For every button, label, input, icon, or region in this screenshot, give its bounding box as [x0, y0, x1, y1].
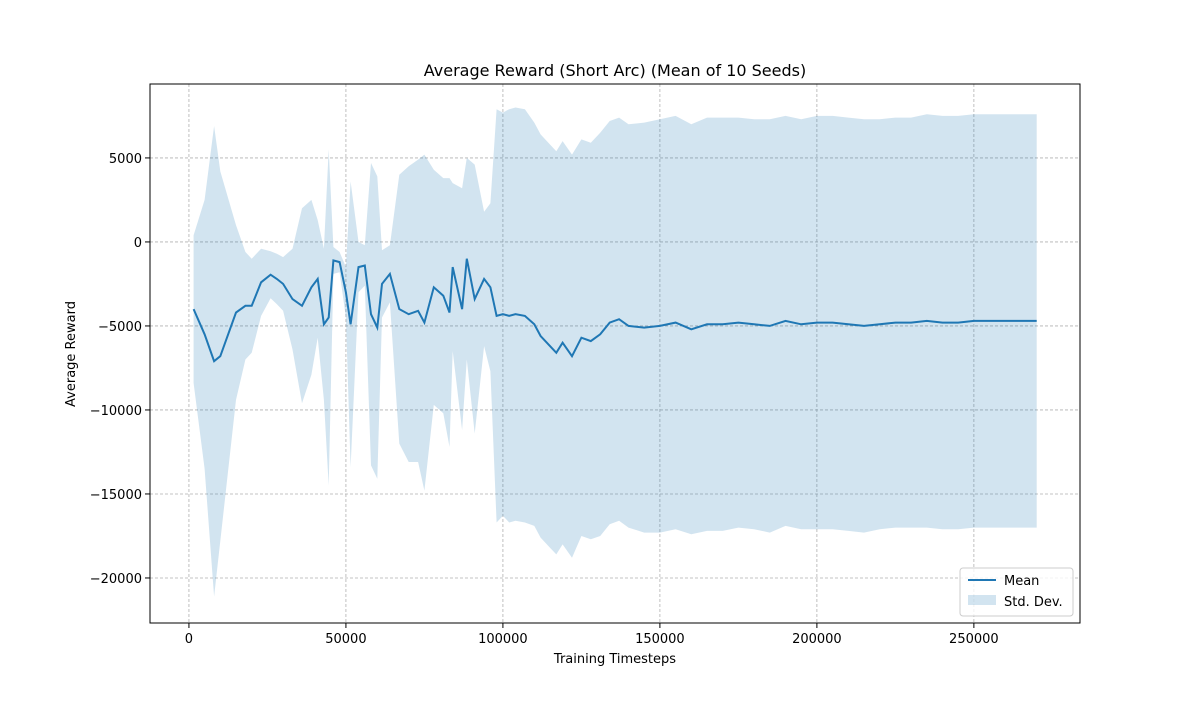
y-tick-label: 5000: [109, 152, 142, 167]
y-axis-label: Average Reward: [64, 301, 79, 407]
x-tick-label: 250000: [949, 632, 999, 647]
plot-frame: [149, 83, 1081, 624]
y-tick-label: −5000: [98, 320, 142, 335]
y-tick-label: 0: [134, 236, 142, 251]
x-tick-label: 0: [185, 632, 193, 647]
y-tick-label: −15000: [90, 488, 142, 503]
y-tick-label: −10000: [90, 404, 142, 419]
legend: Mean Std. Dev.: [959, 567, 1074, 617]
legend-label: Std. Dev.: [1004, 595, 1063, 610]
x-tick-label: 200000: [792, 632, 842, 647]
x-axis-label: Training Timesteps: [553, 652, 676, 667]
legend-label: Mean: [1004, 574, 1039, 589]
std-band: [193, 107, 1037, 597]
x-tick-label: 100000: [478, 632, 528, 647]
x-tick-label: 50000: [325, 632, 366, 647]
mean-line: [192, 258, 1037, 363]
chart-title: Average Reward (Short Arc) (Mean of 10 S…: [424, 61, 806, 80]
x-tick-label: 150000: [635, 632, 685, 647]
y-tick-label: −20000: [90, 572, 142, 587]
legend-swatch: [968, 595, 996, 605]
